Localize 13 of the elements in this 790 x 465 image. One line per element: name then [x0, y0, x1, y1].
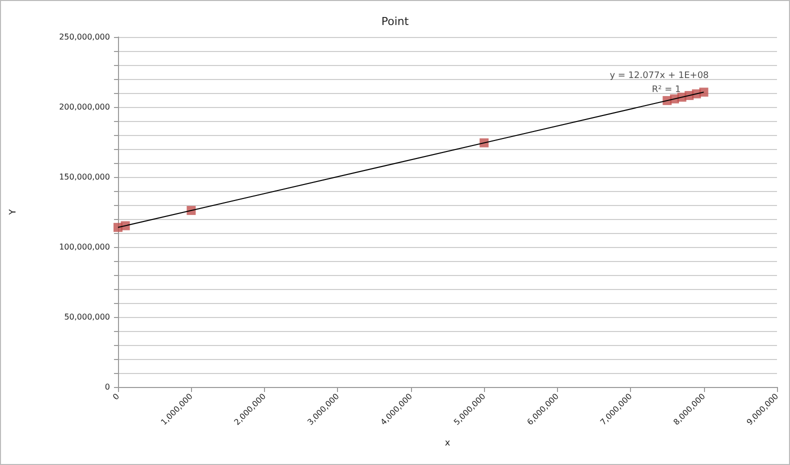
y-tick-label: 100,000,000 — [59, 242, 110, 252]
y-tick-label: 0 — [104, 382, 110, 392]
y-tick-label: 50,000,000 — [64, 312, 110, 322]
y-axis-title: Y — [8, 208, 18, 216]
chart-title: Point — [381, 15, 410, 28]
x-tick-label: 0 — [111, 392, 122, 402]
point — [699, 88, 708, 97]
y-tick-label: 200,000,000 — [59, 102, 110, 112]
y-tick-label: 150,000,000 — [59, 172, 110, 182]
x-axis-title: x — [444, 438, 451, 448]
annotation: y = 12.077x + 1E+08 — [610, 71, 710, 82]
annotation: R² = 1 — [652, 85, 681, 96]
y-tick-label: 250,000,000 — [59, 32, 110, 42]
